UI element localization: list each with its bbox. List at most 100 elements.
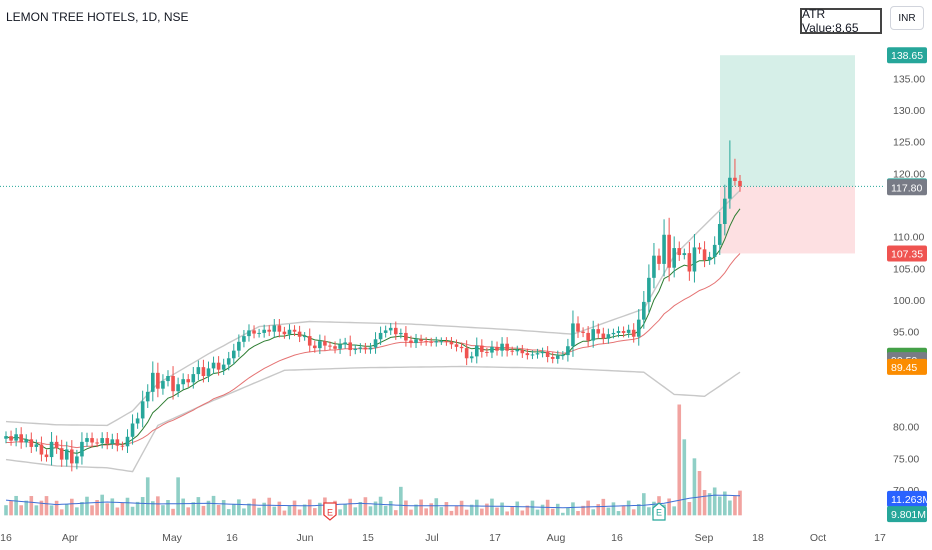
candle-body — [135, 418, 140, 424]
volume-bar — [571, 502, 575, 516]
volume-bar — [49, 505, 54, 516]
x-tick-label: Jul — [425, 532, 438, 544]
y-tick-label: 75.00 — [893, 453, 919, 465]
volume-bar — [525, 505, 530, 516]
volume-bar — [120, 502, 125, 516]
candle-body — [186, 379, 191, 383]
volume-bar — [535, 509, 540, 516]
candle-body — [75, 456, 79, 464]
volume-bar — [647, 507, 651, 516]
candle-body — [667, 234, 671, 268]
volume-bar — [186, 507, 191, 516]
candle-body — [545, 351, 550, 357]
candle-body — [343, 342, 347, 345]
volume-bar — [566, 507, 570, 516]
candle-body — [29, 439, 34, 447]
volume-bar — [287, 505, 292, 516]
candle-body — [363, 347, 368, 350]
volume-bar — [464, 509, 469, 516]
y-tick-label: 110.00 — [893, 232, 924, 244]
candle-body — [262, 329, 266, 333]
candle-body — [267, 329, 272, 332]
candle-body — [19, 434, 23, 443]
candle-body — [601, 333, 606, 339]
candle-body — [161, 381, 165, 389]
volume-bar — [485, 503, 489, 516]
volume-bar — [348, 498, 353, 516]
candle-body — [647, 277, 651, 302]
candle-body — [555, 355, 560, 359]
volume-bar — [581, 505, 585, 516]
volume-bar — [474, 499, 479, 516]
candle-body — [156, 372, 160, 389]
candle-body — [39, 444, 44, 455]
volume-bar — [9, 500, 13, 516]
candle-body — [206, 368, 211, 376]
volume-bar — [404, 500, 408, 516]
volume-bar — [505, 511, 509, 516]
candle-body — [338, 344, 342, 349]
volume-bar — [64, 504, 69, 516]
x-tick-label: 16 — [611, 532, 623, 544]
candle-body — [378, 332, 383, 340]
earnings-marker-label: E — [327, 508, 333, 518]
candle-body — [277, 325, 282, 332]
candle-body — [388, 327, 393, 331]
volume-bar — [642, 493, 646, 516]
candle-body — [404, 332, 408, 341]
candle-body — [287, 329, 292, 335]
volume-bar — [151, 501, 155, 516]
volume-bar — [692, 458, 697, 516]
volume-bar — [29, 496, 34, 516]
candle-body — [231, 350, 236, 359]
candle-body — [368, 347, 373, 350]
volume-bar — [677, 404, 682, 516]
volume-bar — [682, 439, 687, 516]
candle-body — [616, 331, 621, 333]
volume-bar — [611, 502, 616, 516]
volume-bar — [469, 504, 474, 516]
volume-bar — [439, 507, 444, 516]
candle-body — [328, 345, 332, 347]
candle-body — [358, 347, 363, 349]
volume-bar — [338, 509, 342, 516]
candle-body — [242, 336, 246, 342]
volume-bar — [211, 495, 216, 516]
volume-bar — [171, 508, 175, 516]
volume-bar — [738, 490, 742, 516]
volume-bar — [601, 498, 606, 516]
volume-bar — [181, 498, 185, 516]
candle-body — [586, 332, 590, 341]
candle-body — [409, 340, 413, 344]
candle-body — [439, 341, 444, 343]
candle-body — [728, 177, 732, 199]
volume-bar — [312, 508, 317, 516]
volume-bar — [596, 504, 601, 516]
candle-body — [500, 343, 504, 351]
volume-bar — [130, 506, 135, 516]
candle-body — [221, 364, 226, 370]
x-tick-label: Oct — [810, 532, 826, 544]
candle-body — [14, 434, 18, 441]
volume-bar — [434, 498, 439, 516]
volume-bar — [687, 502, 692, 516]
price-tag-label: 107.35 — [891, 248, 923, 260]
volume-bar — [267, 497, 272, 516]
currency-button[interactable]: INR — [890, 6, 924, 30]
price-tag — [887, 490, 927, 507]
volume-bar — [115, 507, 120, 516]
earnings-marker — [323, 502, 337, 521]
volume-bar — [201, 505, 206, 516]
candle-body — [297, 331, 302, 337]
volume-bar — [282, 510, 287, 516]
volume-bar — [672, 506, 676, 516]
volume-bar — [707, 493, 712, 516]
candle-body — [576, 323, 580, 332]
candle-body — [333, 346, 337, 349]
volume-bar — [54, 500, 59, 516]
volume-bar — [616, 511, 621, 516]
volume-bar — [414, 504, 418, 516]
volume-bar — [419, 499, 423, 516]
